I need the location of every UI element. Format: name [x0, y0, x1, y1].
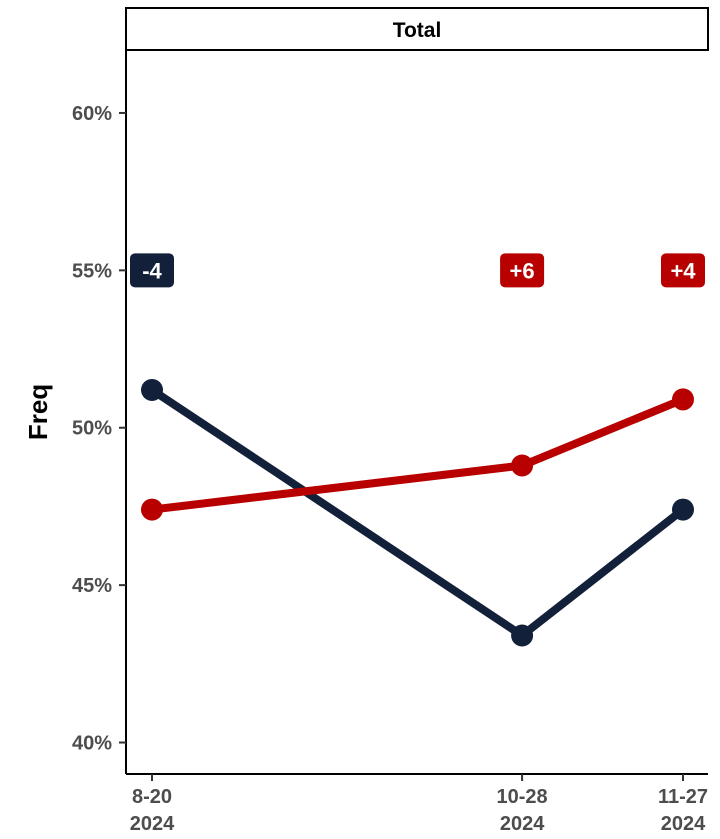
difference-badge: -4: [130, 253, 174, 288]
difference-badge: +4: [661, 253, 705, 288]
series-point-1: [141, 378, 163, 401]
x-tick-label: 10-28: [497, 786, 548, 808]
badge-background: [500, 253, 545, 288]
badge-label: +4: [670, 258, 696, 283]
x-tick-label: 8-20: [132, 786, 172, 808]
facet-strip: Total: [125, 7, 709, 51]
series-point-2: [141, 498, 163, 521]
series-line-1: [148, 385, 687, 640]
badge-label: +6: [510, 258, 535, 283]
y-tick-label: 55%: [72, 260, 112, 282]
x-ticks: 8-20 2024 10-28 2024 11-27 2024: [130, 774, 708, 835]
facet-title: Total: [393, 19, 442, 42]
annotation-layer: -4 +6 +4: [130, 253, 705, 288]
series-point-2: [511, 454, 534, 477]
badge-background: [661, 253, 705, 288]
difference-badge: +6: [500, 253, 545, 288]
y-tick-label: 45%: [72, 575, 112, 597]
y-axis-label: Freq: [23, 384, 53, 440]
y-tick-label: 40%: [72, 733, 112, 755]
badge-background: [130, 253, 174, 288]
series-layer: [141, 378, 694, 647]
y-tick-label: 60%: [72, 103, 112, 125]
x-tick-label-year: 2024: [661, 813, 706, 835]
series-point-1: [511, 624, 534, 647]
y-tick-label: 50%: [72, 418, 112, 440]
x-tick-label: 11-27: [658, 786, 708, 808]
badge-label: -4: [142, 258, 162, 283]
series-point-1: [672, 498, 694, 521]
series-point-2: [672, 388, 694, 411]
series-line-2: [148, 395, 687, 514]
x-tick-label-year: 2024: [500, 813, 545, 835]
x-tick-label-year: 2024: [130, 813, 175, 835]
axes: [125, 50, 708, 775]
y-ticks: 40% 45% 50% 55% 60%: [72, 103, 126, 755]
